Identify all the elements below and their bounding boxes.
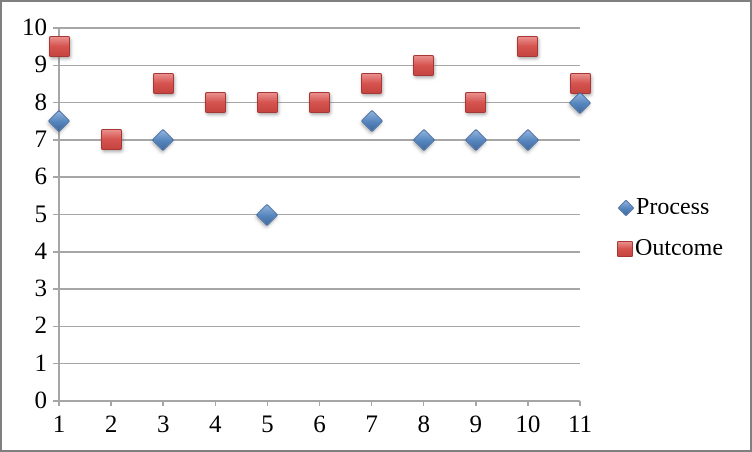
x-axis-label: 10: [515, 411, 541, 438]
gridline-y-10: [53, 27, 580, 29]
x-axis-label: 7: [365, 411, 378, 438]
data-point-process-x8: [412, 128, 436, 152]
gridline-y-0: [53, 400, 580, 402]
gridline-y-5: [53, 213, 580, 216]
data-point-outcome-x9: [465, 92, 487, 114]
x-axis-tick: [58, 401, 60, 406]
x-axis-tick: [527, 401, 529, 406]
data-point-process-x9: [464, 128, 488, 152]
y-axis-label: 7: [34, 125, 48, 153]
data-point-outcome-x6: [309, 92, 330, 114]
x-axis-tick: [318, 401, 321, 406]
data-point-outcome-x1: [48, 36, 70, 58]
y-axis-label: 10: [22, 14, 47, 41]
data-point-outcome-x5: [256, 92, 278, 114]
x-axis-label: 2: [104, 411, 118, 438]
data-point-process-x10: [516, 128, 540, 152]
square-icon: [617, 240, 633, 257]
x-axis-label: 5: [261, 411, 274, 438]
gridline-y-6: [53, 176, 580, 178]
data-point-outcome-x8: [413, 54, 435, 76]
legend-item-process: Process: [617, 194, 723, 221]
gridline-y-3: [53, 288, 580, 290]
y-axis-line: [58, 28, 60, 401]
data-point-outcome-x4: [204, 92, 226, 114]
x-axis-tick: [370, 401, 373, 406]
data-point-outcome-x10: [517, 36, 539, 58]
x-axis-label: 9: [469, 411, 483, 438]
gridline-y-4: [53, 251, 580, 253]
y-axis-label: 6: [34, 163, 48, 191]
x-axis-tick: [579, 401, 581, 406]
x-axis-tick: [110, 401, 112, 406]
y-axis-label: 3: [34, 275, 48, 303]
x-axis-label: 11: [567, 411, 593, 438]
y-axis-label: 2: [34, 312, 48, 340]
data-point-process-x3: [151, 128, 175, 152]
gridline-y-7: [53, 139, 580, 141]
data-point-outcome-x3: [152, 73, 174, 95]
legend-label: Outcome: [635, 235, 723, 261]
data-point-outcome-x2: [100, 129, 122, 151]
x-axis-tick: [214, 401, 217, 406]
gridline-y-2: [53, 325, 580, 328]
x-axis-label: 1: [52, 411, 66, 438]
x-axis-tick: [475, 401, 477, 406]
x-axis-label: 3: [156, 411, 170, 438]
data-point-process-x7: [360, 109, 383, 133]
data-point-process-x11: [568, 91, 592, 114]
gridline-y-9: [53, 64, 580, 67]
x-axis-tick: [162, 401, 164, 406]
y-axis-label: 0: [34, 387, 48, 414]
x-axis-label: 8: [417, 411, 430, 438]
data-point-process-x5: [256, 203, 279, 226]
x-axis-tick: [266, 401, 269, 406]
y-axis-label: 4: [34, 237, 48, 265]
gridline-y-1: [53, 362, 580, 365]
data-point-process-x1: [47, 109, 71, 133]
x-axis-label: 6: [313, 411, 326, 438]
diamond-icon: [617, 199, 635, 216]
y-axis-label: 9: [34, 51, 48, 79]
y-axis-label: 1: [34, 349, 48, 377]
data-point-outcome-x7: [361, 73, 383, 95]
legend-item-outcome: Outcome: [617, 235, 723, 262]
legend: Process Outcome: [617, 194, 723, 276]
x-axis-label: 4: [209, 411, 222, 438]
x-axis-tick: [422, 401, 425, 406]
legend-label: Process: [636, 194, 710, 220]
y-axis-label: 5: [34, 200, 48, 228]
y-axis-label: 8: [34, 88, 48, 116]
